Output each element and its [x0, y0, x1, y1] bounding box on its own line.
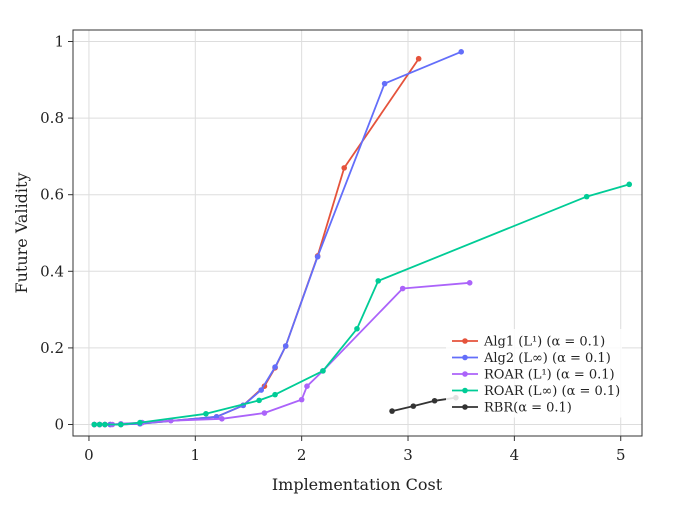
legend-label: Alg1 (L¹) (α = 0.1)	[483, 335, 605, 350]
x-tick-label: 1	[191, 446, 201, 464]
legend-label: RBR(α = 0.1)	[484, 401, 572, 416]
x-tick-label: 4	[510, 446, 520, 464]
data-point	[389, 408, 395, 414]
legend-label: ROAR (L¹) (α = 0.1)	[484, 368, 615, 383]
series-layer	[91, 49, 633, 428]
legend-swatch-marker	[462, 354, 468, 361]
data-point	[219, 415, 225, 422]
data-point	[272, 391, 278, 398]
legend-item: ROAR (L∞) (α = 0.1)	[452, 384, 620, 399]
data-point	[410, 403, 417, 409]
y-tick-label: 0.8	[40, 109, 64, 127]
x-tick-label: 3	[403, 446, 413, 464]
data-point	[282, 343, 289, 349]
data-point	[258, 387, 265, 393]
y-tick-label: 1	[54, 32, 64, 50]
legend-item: Alg2 (L∞) (α = 0.1)	[452, 351, 611, 366]
data-point	[102, 421, 108, 428]
x-tick-label: 5	[616, 446, 626, 464]
data-point	[626, 181, 633, 188]
y-tick-label: 0.6	[40, 186, 64, 204]
x-axis-ticks: 0 1 2 3 4 5	[84, 436, 626, 464]
legend-item: ROAR (L¹) (α = 0.1)	[452, 368, 615, 383]
series-line	[391, 396, 457, 412]
data-point	[314, 253, 321, 260]
data-point	[118, 421, 124, 428]
x-axis-label: Implementation Cost	[272, 475, 443, 494]
data-point	[91, 421, 98, 428]
legend-swatch-marker	[462, 404, 468, 410]
data-point	[256, 397, 262, 404]
data-point	[137, 419, 143, 426]
plot-frame	[72, 29, 643, 437]
x-tick-label: 2	[297, 446, 307, 464]
y-tick-label: 0	[54, 416, 64, 434]
data-point	[458, 49, 464, 55]
gridlines	[73, 30, 642, 436]
data-point	[203, 410, 209, 417]
legend-swatch-marker	[462, 338, 468, 344]
legend: Alg1 (L¹) (α = 0.1)Alg2 (L∞) (α = 0.1) RO…	[446, 329, 622, 418]
data-point	[399, 285, 406, 292]
y-axis-ticks: 0 0.2 0.4 0.6 0.8 1	[40, 32, 73, 434]
legend-swatch-marker	[462, 371, 468, 377]
legend-label: ROAR (L∞) (α = 0.1)	[484, 384, 620, 399]
data-point	[583, 193, 590, 200]
data-point	[304, 383, 310, 390]
data-point	[298, 396, 305, 403]
data-point	[431, 397, 438, 404]
legend-label: Alg2 (L∞) (α = 0.1)	[483, 351, 611, 366]
y-axis-label: Future Validity	[12, 172, 31, 293]
data-point	[261, 410, 268, 416]
data-point	[272, 364, 278, 370]
data-point	[375, 278, 382, 284]
data-point	[354, 325, 360, 332]
legend-swatch-marker	[462, 387, 468, 394]
data-point	[381, 80, 388, 87]
legend-item: Alg1 (L¹) (α = 0.1)	[452, 335, 605, 350]
y-tick-label: 0.4	[40, 262, 64, 280]
data-point	[415, 55, 422, 62]
data-point	[341, 165, 348, 171]
data-point	[96, 421, 103, 428]
x-tick-label: 0	[84, 446, 94, 464]
legend-item: RBR(α = 0.1)	[452, 401, 572, 416]
series-3	[91, 181, 633, 428]
y-tick-label: 0.2	[40, 339, 64, 357]
data-point	[320, 368, 326, 374]
data-point	[466, 279, 473, 286]
